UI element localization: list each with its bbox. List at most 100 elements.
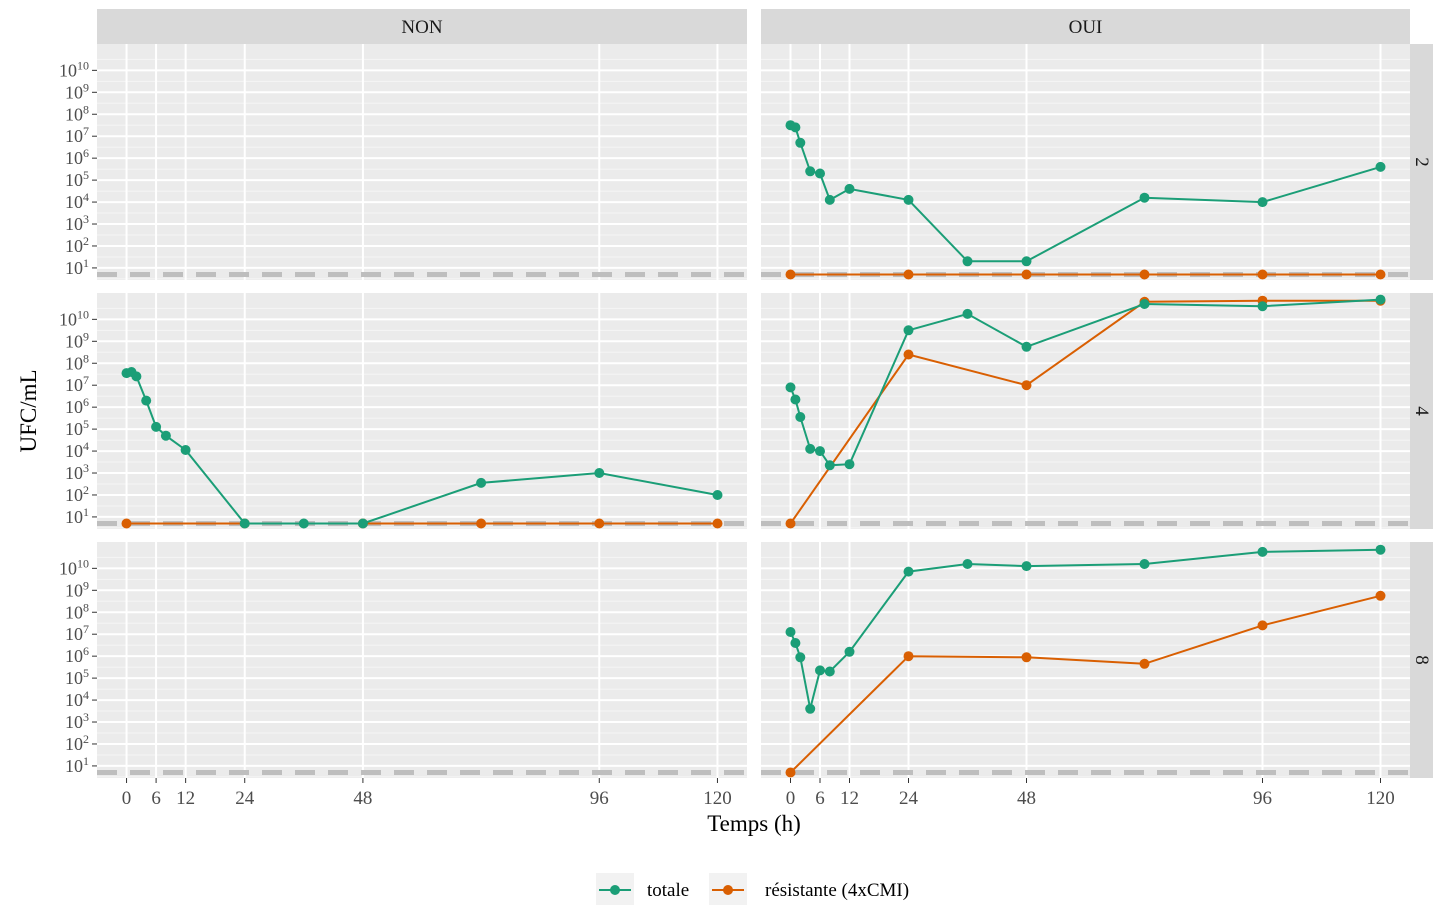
- x-tick-label: 24: [235, 788, 255, 809]
- data-point-totale: [1375, 161, 1386, 172]
- y-tick-label: 108: [65, 102, 89, 124]
- data-point-totale: [180, 445, 191, 455]
- data-point-totale: [795, 652, 806, 663]
- panel-background: [761, 293, 1410, 529]
- facet-strip-row: [1410, 293, 1433, 529]
- y-tick-label: 105: [65, 666, 89, 688]
- x-tick-label: 96: [1253, 788, 1272, 809]
- data-point-totale: [795, 412, 806, 422]
- data-point-totale: [815, 446, 825, 457]
- y-tick-label: 104: [65, 190, 89, 212]
- facet-strip-row-label: 2: [1411, 157, 1432, 167]
- axes-layer: 1011021031041051061071081091010101102103…: [59, 58, 1395, 809]
- data-point-resistante: [1139, 658, 1150, 669]
- y-tick-label: 103: [65, 710, 89, 732]
- data-point-totale: [785, 627, 796, 637]
- panel-background: [97, 542, 747, 778]
- data-point-totale: [151, 421, 162, 432]
- y-tick-label: 102: [65, 732, 89, 754]
- data-point-resistante: [1021, 269, 1032, 280]
- y-tick-label: 104: [65, 439, 89, 461]
- data-point-totale: [903, 194, 914, 205]
- data-point-totale: [1021, 561, 1032, 572]
- x-tick-label: 96: [590, 788, 609, 809]
- panel-background: [761, 44, 1410, 280]
- data-point-resistante: [1375, 590, 1386, 601]
- data-point-resistante: [712, 518, 723, 529]
- y-tick-label: 105: [65, 417, 89, 439]
- data-point-totale: [1021, 341, 1032, 352]
- data-point-resistante: [785, 767, 796, 778]
- x-tick-label: 0: [786, 788, 796, 809]
- data-point-totale: [844, 183, 855, 194]
- data-point-resistante: [121, 518, 132, 529]
- data-point-resistante: [1375, 269, 1386, 280]
- y-tick-label: 105: [65, 168, 89, 190]
- y-tick-label: 1010: [59, 307, 89, 329]
- data-point-totale: [712, 490, 723, 500]
- panel: [97, 293, 747, 529]
- data-point-totale: [790, 122, 801, 133]
- facet-strip-row: [1410, 44, 1433, 280]
- data-point-totale: [962, 559, 973, 569]
- y-tick-label: 102: [65, 483, 89, 505]
- x-tick-label: 6: [151, 788, 161, 809]
- data-point-totale: [160, 430, 171, 441]
- data-point-resistante: [785, 518, 796, 529]
- data-point-totale: [1375, 294, 1386, 305]
- y-axis-title: UFC/mL: [16, 369, 41, 452]
- data-point-totale: [903, 566, 914, 577]
- x-tick-label: 12: [176, 788, 195, 809]
- data-point-totale: [790, 394, 801, 405]
- y-tick-label: 101: [65, 754, 89, 776]
- x-tick-label: 24: [899, 788, 919, 809]
- y-tick-label: 101: [65, 505, 89, 527]
- data-point-resistante: [1257, 620, 1268, 631]
- y-tick-label: 106: [65, 395, 89, 417]
- panels-layer: NON OUI 2 4 8: [97, 9, 1433, 778]
- y-tick-label: 107: [65, 373, 89, 395]
- y-tick-label: 106: [65, 644, 89, 666]
- y-tick-label: 1010: [59, 556, 89, 578]
- data-point-resistante: [1021, 380, 1032, 391]
- data-point-totale: [476, 477, 487, 488]
- data-point-totale: [1257, 546, 1268, 557]
- data-point-totale: [785, 382, 796, 393]
- data-point-totale: [790, 638, 801, 648]
- data-point-totale: [824, 666, 835, 677]
- data-point-resistante: [903, 269, 914, 280]
- y-tick-label: 109: [65, 80, 89, 102]
- x-tick-label: 48: [1017, 788, 1036, 809]
- legend-label: résistante (4xCMI): [765, 880, 909, 901]
- legend-key-point: [610, 885, 620, 895]
- data-point-totale: [1257, 301, 1268, 312]
- data-point-totale: [805, 443, 816, 454]
- data-point-totale: [1375, 544, 1386, 555]
- x-tick-label: 48: [353, 788, 372, 809]
- data-point-resistante: [476, 518, 487, 529]
- x-axis-title: Temps (h): [707, 811, 801, 836]
- data-point-totale: [962, 256, 973, 267]
- data-point-totale: [594, 468, 605, 478]
- legend-label: totale: [647, 880, 689, 901]
- data-point-totale: [815, 168, 825, 179]
- y-tick-label: 108: [65, 351, 89, 373]
- y-tick-label: 102: [65, 234, 89, 256]
- data-point-resistante: [594, 518, 605, 529]
- data-point-resistante: [903, 651, 914, 662]
- data-point-totale: [805, 166, 816, 177]
- x-tick-label: 0: [122, 788, 132, 809]
- x-tick-label: 12: [840, 788, 859, 809]
- x-tick-label: 120: [703, 788, 732, 809]
- panel: [97, 44, 747, 280]
- panel-background: [97, 293, 747, 529]
- facet-strip-col: [761, 9, 1410, 44]
- y-tick-label: 103: [65, 212, 89, 234]
- x-tick-label: 6: [815, 788, 825, 809]
- data-point-resistante: [785, 269, 796, 280]
- facet-strip-row-label: 8: [1411, 655, 1432, 665]
- y-tick-label: 108: [65, 600, 89, 622]
- data-point-totale: [141, 395, 152, 406]
- series-line-resistante: [789, 299, 1381, 525]
